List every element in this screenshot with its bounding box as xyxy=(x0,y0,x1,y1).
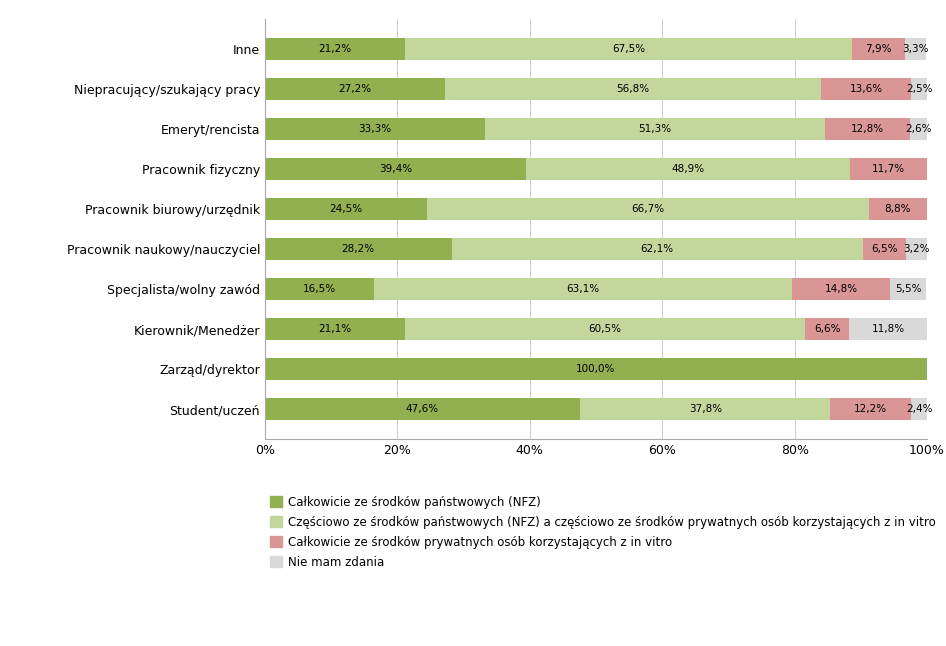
Text: 63,1%: 63,1% xyxy=(567,284,600,295)
Bar xyxy=(405,39,852,61)
Legend: Całkowicie ze środków państwowych (NFZ), Częściowo ze środków państwowych (NFZ) : Całkowicie ze środków państwowych (NFZ),… xyxy=(271,495,936,569)
Text: 51,3%: 51,3% xyxy=(639,125,672,134)
Bar xyxy=(850,158,927,180)
Text: 2,6%: 2,6% xyxy=(905,125,932,134)
Bar xyxy=(265,118,485,140)
Text: 5,5%: 5,5% xyxy=(895,284,921,295)
Bar xyxy=(265,359,927,380)
Text: 21,1%: 21,1% xyxy=(318,324,351,334)
Bar xyxy=(863,238,906,260)
Text: 13,6%: 13,6% xyxy=(850,85,883,94)
Text: 3,2%: 3,2% xyxy=(903,244,930,255)
Bar xyxy=(265,318,405,340)
Text: 66,7%: 66,7% xyxy=(631,204,664,214)
Text: 11,8%: 11,8% xyxy=(871,324,904,334)
Bar xyxy=(265,238,451,260)
Bar xyxy=(428,198,868,220)
Text: 28,2%: 28,2% xyxy=(342,244,375,255)
Bar xyxy=(445,78,821,100)
Text: 12,2%: 12,2% xyxy=(854,404,887,414)
Text: 56,8%: 56,8% xyxy=(617,85,650,94)
Bar xyxy=(821,78,911,100)
Bar xyxy=(911,398,927,420)
Text: 21,2%: 21,2% xyxy=(319,45,352,54)
Bar xyxy=(831,398,911,420)
Bar xyxy=(580,398,831,420)
Bar xyxy=(906,238,927,260)
Text: 2,4%: 2,4% xyxy=(906,404,933,414)
Text: 7,9%: 7,9% xyxy=(866,45,892,54)
Bar xyxy=(852,39,904,61)
Bar xyxy=(265,78,445,100)
Text: 16,5%: 16,5% xyxy=(303,284,336,295)
Text: 33,3%: 33,3% xyxy=(359,125,392,134)
Bar xyxy=(265,278,375,300)
Text: 14,8%: 14,8% xyxy=(824,284,858,295)
Text: 37,8%: 37,8% xyxy=(689,404,722,414)
Text: 3,3%: 3,3% xyxy=(902,45,929,54)
Bar xyxy=(792,278,890,300)
Bar xyxy=(805,318,849,340)
Bar xyxy=(904,39,926,61)
Bar xyxy=(405,318,805,340)
Text: 27,2%: 27,2% xyxy=(339,85,372,94)
Text: 47,6%: 47,6% xyxy=(406,404,439,414)
Text: 39,4%: 39,4% xyxy=(378,164,412,174)
Bar xyxy=(265,39,405,61)
Bar xyxy=(375,278,792,300)
Bar xyxy=(526,158,850,180)
Text: 6,5%: 6,5% xyxy=(871,244,898,255)
Bar xyxy=(265,398,580,420)
Bar xyxy=(911,78,928,100)
Text: 62,1%: 62,1% xyxy=(640,244,674,255)
Bar xyxy=(825,118,910,140)
Bar xyxy=(910,118,927,140)
Bar xyxy=(868,198,927,220)
Text: 60,5%: 60,5% xyxy=(588,324,622,334)
Text: 12,8%: 12,8% xyxy=(850,125,885,134)
Bar xyxy=(849,318,927,340)
Text: 8,8%: 8,8% xyxy=(885,204,911,214)
Text: 100,0%: 100,0% xyxy=(576,364,616,374)
Bar xyxy=(890,278,926,300)
Bar xyxy=(451,238,863,260)
Text: 2,5%: 2,5% xyxy=(906,85,933,94)
Text: 24,5%: 24,5% xyxy=(329,204,362,214)
Bar xyxy=(485,118,825,140)
Text: 6,6%: 6,6% xyxy=(814,324,840,334)
Text: 11,7%: 11,7% xyxy=(872,164,905,174)
Bar xyxy=(265,158,526,180)
Bar xyxy=(265,198,428,220)
Text: 48,9%: 48,9% xyxy=(671,164,704,174)
Text: 67,5%: 67,5% xyxy=(612,45,645,54)
